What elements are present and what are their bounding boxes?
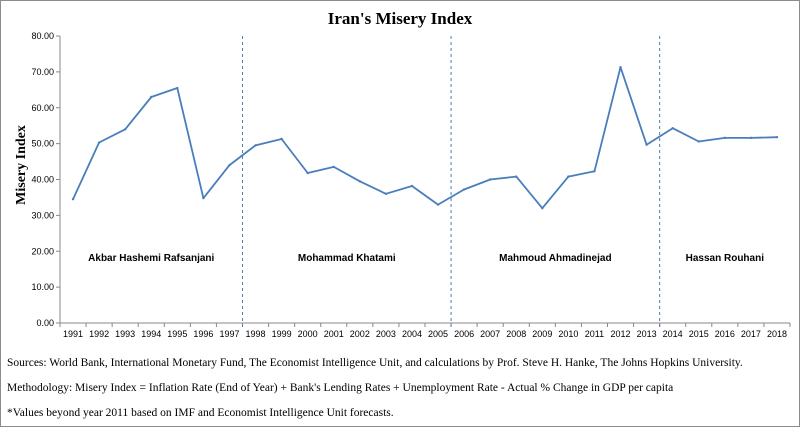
x-tick-label: 2000 — [298, 329, 318, 339]
x-tick-label: 1998 — [246, 329, 266, 339]
data-point — [150, 95, 153, 99]
x-tick-label: 1999 — [272, 329, 292, 339]
data-point — [123, 128, 127, 131]
era-label: Hassan Rouhani — [686, 253, 765, 264]
era-label: Akbar Hashemi Rafsanjani — [88, 253, 214, 264]
data-point — [488, 178, 492, 181]
data-point — [358, 180, 362, 183]
x-tick-label: 2017 — [741, 329, 761, 339]
data-point — [97, 141, 101, 144]
x-tick-label: 2015 — [689, 329, 709, 339]
data-point — [228, 163, 231, 167]
y-tick-label: 80.00 — [31, 31, 54, 41]
data-point — [645, 143, 648, 146]
x-tick-label: 2003 — [376, 329, 396, 339]
data-point — [254, 144, 257, 147]
data-point — [332, 165, 335, 169]
data-point — [176, 86, 179, 90]
era-label: Mahmoud Ahmadinejad — [499, 253, 611, 264]
series-line — [72, 66, 778, 210]
x-tick-label: 2014 — [663, 329, 683, 339]
x-tick-label: 2005 — [428, 329, 448, 339]
data-point — [619, 66, 622, 69]
x-tick-label: 1993 — [115, 329, 135, 339]
y-tick-label: 50.00 — [31, 139, 54, 149]
data-point — [541, 207, 544, 210]
data-point — [515, 175, 518, 178]
y-tick-label: 30.00 — [31, 210, 54, 220]
y-tick-label: 40.00 — [31, 175, 54, 185]
data-point — [697, 140, 700, 143]
data-point — [723, 136, 727, 140]
y-tick-label: 60.00 — [31, 103, 54, 113]
data-point — [202, 196, 205, 200]
x-tick-label: 1992 — [89, 329, 109, 339]
data-point — [280, 137, 283, 141]
data-point — [71, 198, 75, 201]
x-tick-label: 2012 — [611, 329, 631, 339]
methodology-note: Methodology: Misery Index = Inflation Ra… — [7, 382, 674, 394]
x-tick-label: 2008 — [506, 329, 526, 339]
x-tick-label: 2009 — [532, 329, 552, 339]
x-tick-label: 2010 — [558, 329, 578, 339]
y-tick-label: 0.00 — [36, 318, 54, 328]
plot-area: 0.00 10.00 20.00 30.00 40.00 50.00 60.00 70.00 8… — [31, 31, 791, 339]
era-label: Mohammad Khatami — [298, 253, 396, 264]
data-point — [671, 126, 674, 130]
x-tick-label: 1997 — [219, 329, 239, 339]
x-tick-label: 2018 — [767, 329, 787, 339]
x-tick-label: 2011 — [585, 329, 604, 339]
sources-note: Sources: World Bank, International Monet… — [7, 357, 743, 369]
x-tick-label: 2001 — [324, 329, 344, 339]
forecast-note: *Values beyond year 2011 based on IMF an… — [7, 407, 394, 419]
x-tick-label: 2006 — [454, 329, 474, 339]
x-tick-label: 1996 — [193, 329, 213, 339]
x-tick-label: 2002 — [350, 329, 370, 339]
data-point — [775, 135, 779, 139]
x-tick-label: 2016 — [715, 329, 735, 339]
data-point — [593, 170, 596, 173]
data-point — [384, 192, 388, 196]
data-point — [436, 203, 440, 206]
data-point — [410, 184, 414, 188]
x-tick-label: 1995 — [167, 329, 187, 339]
data-point — [567, 175, 570, 178]
x-tick-label: 1991 — [63, 329, 83, 339]
y-tick-label: 10.00 — [31, 282, 54, 292]
data-point — [462, 188, 466, 191]
data-point — [749, 136, 753, 140]
y-tick-label: 70.00 — [31, 67, 54, 77]
x-tick-label: 2004 — [402, 329, 422, 339]
chart-title: Iran's Misery Index — [327, 9, 473, 28]
data-point — [306, 171, 309, 175]
x-tick-label: 2007 — [480, 329, 500, 339]
x-tick-label: 2013 — [637, 329, 657, 339]
y-tick-label: 20.00 — [31, 246, 54, 256]
x-tick-label: 1994 — [141, 329, 161, 339]
